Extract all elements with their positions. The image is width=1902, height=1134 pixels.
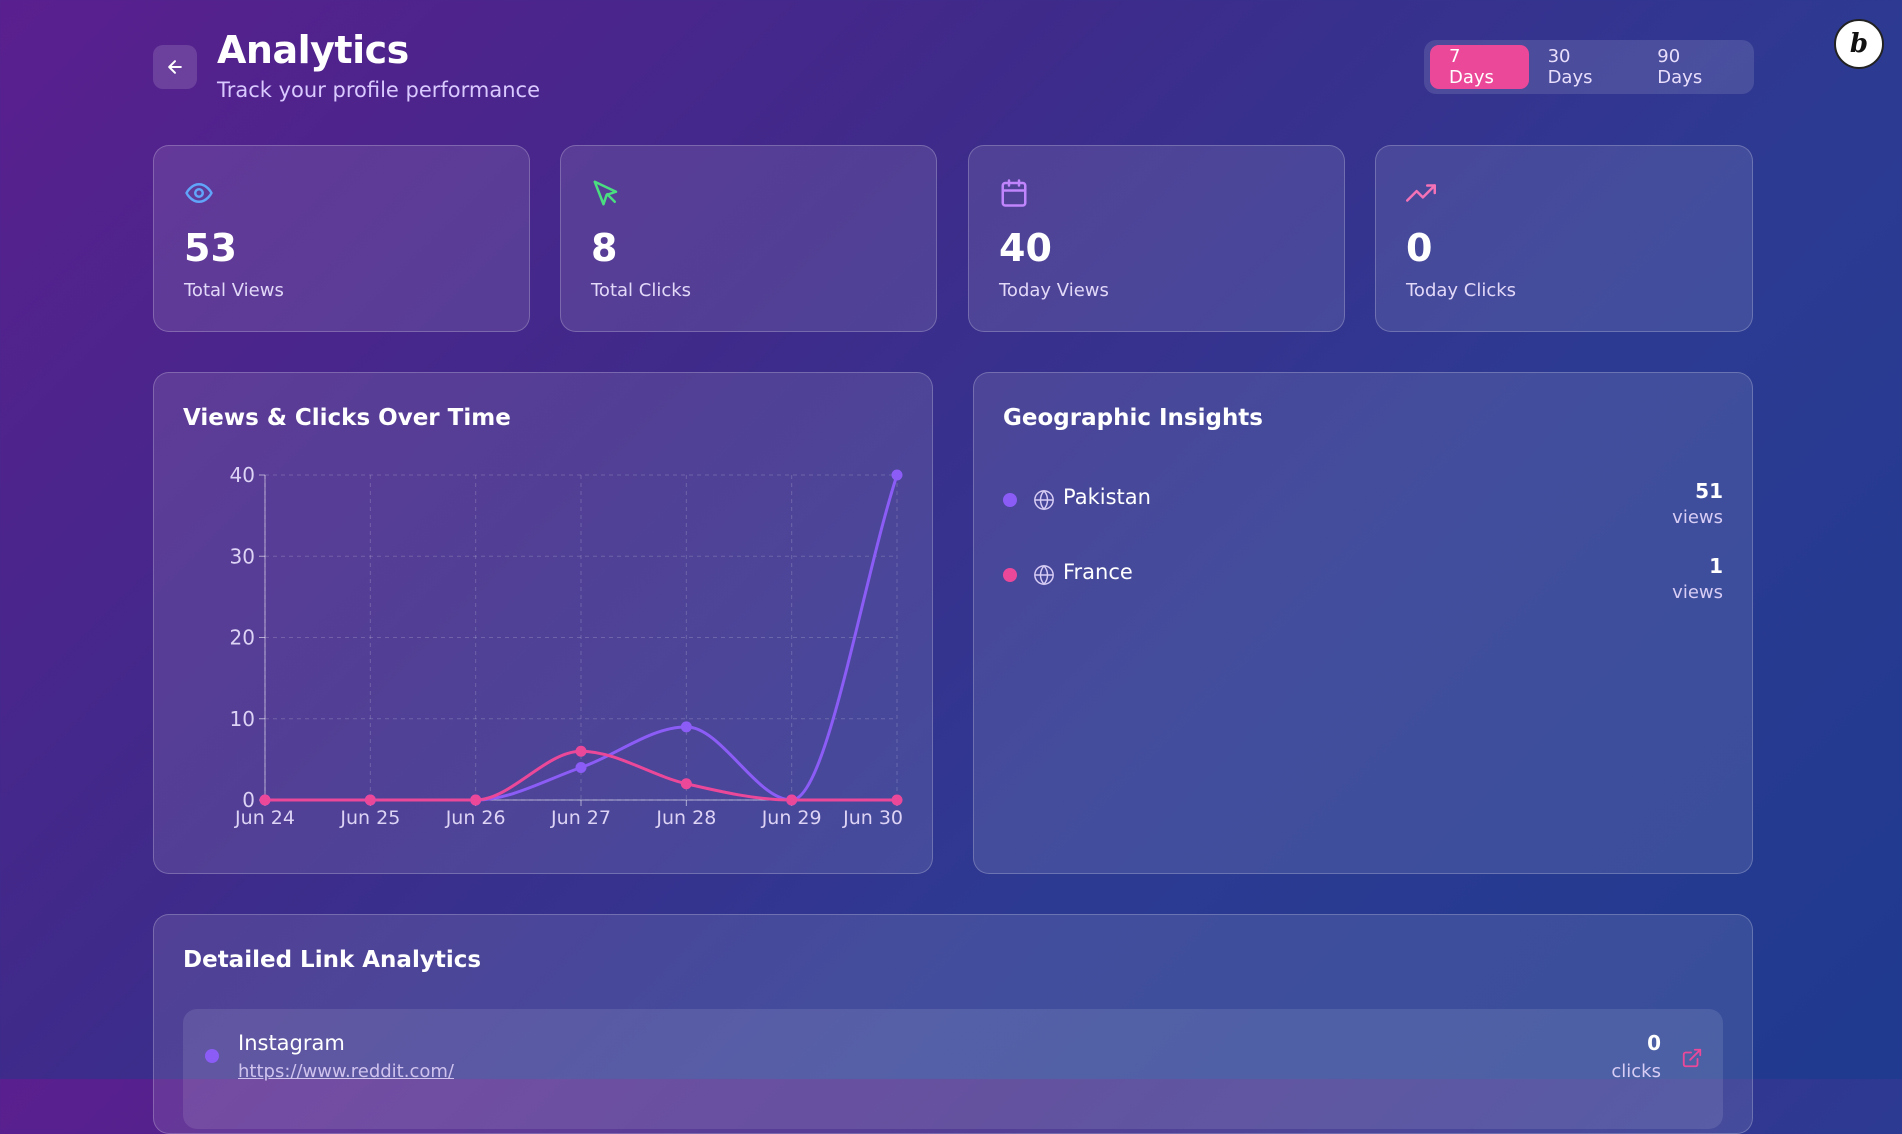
link-dot <box>205 1049 219 1063</box>
stat-value: 40 <box>999 226 1052 270</box>
geo-count: 1 <box>1709 554 1723 578</box>
calendar-icon <box>1001 179 1027 207</box>
date-range-toggle: 7 Days 30 Days 90 Days <box>1424 40 1754 94</box>
line-chart: 0 10 20 30 40 Jun 24 Jun 25 Jun 26 Jun 27 Jun 28 J… <box>230 463 903 829</box>
series-point-0 <box>891 469 903 481</box>
link-item-instagram[interactable]: Instagram https://www.reddit.com/ 0 clic… <box>183 1009 1723 1129</box>
link-click-unit: clicks <box>1611 1061 1661 1082</box>
geo-item-pakistan: Pakistan 51 views <box>1003 479 1723 539</box>
y-tick-label: 30 <box>230 544 255 568</box>
geo-count: 51 <box>1695 479 1723 503</box>
page-header: Analytics Track your profile performance <box>153 28 1753 102</box>
link-url[interactable]: https://www.reddit.com/ <box>238 1061 454 1082</box>
stat-label: Today Clicks <box>1406 280 1517 301</box>
series-point-1 <box>470 794 482 806</box>
back-button[interactable] <box>153 45 197 89</box>
brand-badge[interactable]: b <box>1834 19 1884 69</box>
geo-unit: views <box>1672 582 1723 603</box>
external-link-icon[interactable] <box>1681 1047 1703 1069</box>
y-tick-label: 0 <box>242 788 255 812</box>
globe-icon <box>1034 489 1054 511</box>
stat-value: 8 <box>591 226 618 270</box>
series-point-1 <box>891 794 903 806</box>
geo-unit: views <box>1672 507 1723 528</box>
series-point-1 <box>680 778 692 790</box>
stat-label: Total Views <box>184 280 284 301</box>
y-tick-label: 10 <box>230 707 255 731</box>
geo-dot <box>1003 493 1017 507</box>
eye-icon <box>185 183 213 203</box>
globe-icon <box>1034 564 1054 586</box>
x-tick-label: Jun 28 <box>655 807 716 829</box>
x-tick-label: Jun 26 <box>445 807 506 829</box>
geo-country: France <box>1063 560 1133 584</box>
stat-label: Total Clicks <box>591 280 692 301</box>
x-tick-label: Jun 24 <box>234 807 295 829</box>
x-tick-label: Jun 27 <box>550 807 611 829</box>
series-point-1 <box>786 794 798 806</box>
series-point-1 <box>259 794 271 806</box>
range-30-days-button[interactable]: 30 Days <box>1547 46 1593 88</box>
series-point-1 <box>364 794 376 806</box>
geo-title: Geographic Insights <box>1003 405 1263 431</box>
stat-value: 0 <box>1406 226 1433 270</box>
stat-card-today-clicks: 0 Today Clicks <box>1375 145 1753 332</box>
range-7-days-button[interactable]: 7 Days <box>1430 45 1529 89</box>
x-tick-label: Jun 30 <box>842 807 903 829</box>
stat-label: Today Views <box>999 280 1109 301</box>
geographic-insights-panel: Geographic Insights Pakistan 51 views Fr… <box>973 372 1753 874</box>
page-subtitle: Track your profile performance <box>217 78 541 102</box>
range-90-days-button[interactable]: 90 Days <box>1657 46 1703 88</box>
stat-value: 53 <box>184 226 237 270</box>
y-tick-label: 40 <box>230 463 255 487</box>
stat-card-total-clicks: 8 Total Clicks <box>560 145 937 332</box>
geo-dot <box>1003 568 1017 582</box>
series-point-1 <box>575 745 587 757</box>
badge-letter: b <box>1849 29 1869 59</box>
y-tick-label: 20 <box>230 626 255 650</box>
link-click-count: 0 <box>1647 1031 1661 1055</box>
x-tick-label: Jun 29 <box>761 807 822 829</box>
stat-card-today-views: 40 Today Views <box>968 145 1345 332</box>
links-title: Detailed Link Analytics <box>183 947 482 973</box>
cursor-icon <box>593 180 618 206</box>
x-tick-label: Jun 25 <box>339 807 400 829</box>
link-name: Instagram <box>238 1031 345 1055</box>
geo-item-france: France 1 views <box>1003 554 1723 614</box>
trending-up-icon <box>1406 184 1436 202</box>
arrow-left-icon <box>168 60 182 74</box>
series-point-0 <box>680 721 692 733</box>
geo-country: Pakistan <box>1063 485 1151 509</box>
stat-card-total-views: 53 Total Views <box>153 145 530 332</box>
views-clicks-chart-panel: Views & Clicks Over Time 0 10 20 30 40 Jun 24… <box>153 372 933 874</box>
series-point-0 <box>575 762 587 773</box>
page-title: Analytics <box>217 28 409 72</box>
chart-title: Views & Clicks Over Time <box>183 405 511 431</box>
detailed-link-analytics-panel: Detailed Link Analytics Instagram https:… <box>153 914 1753 1134</box>
